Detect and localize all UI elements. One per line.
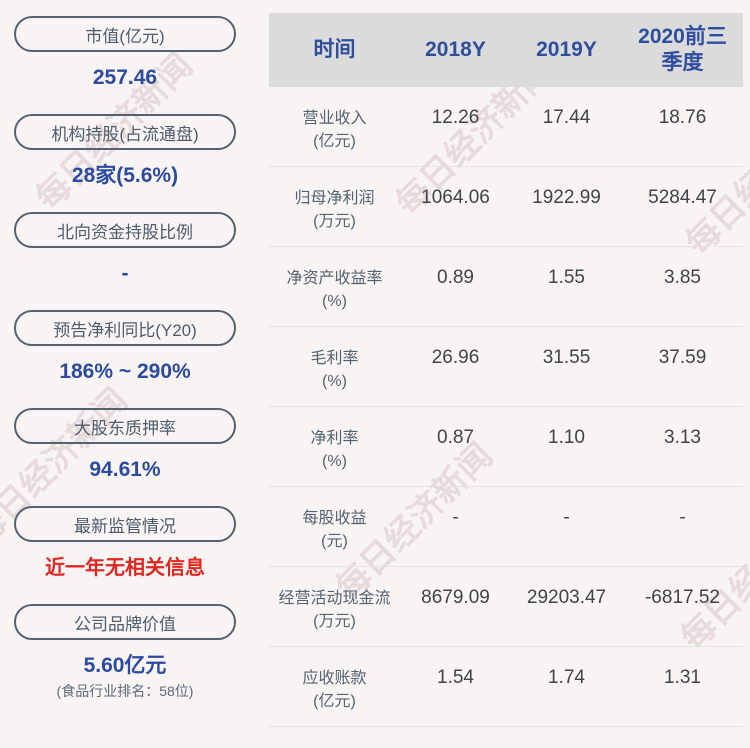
cell-value: 8679.09	[421, 587, 490, 608]
table-row: 营业收入 (亿元) 12.26 17.44 18.76	[269, 87, 743, 167]
table-row: 毛利率 (%) 26.96 31.55 37.59	[269, 327, 743, 407]
cell-value: -	[563, 507, 570, 528]
cell-value: 1.55	[548, 267, 585, 288]
stat-pill: 机构持股(占流通盘)	[14, 114, 236, 150]
stat-pill: 北向资金持股比例	[14, 212, 236, 248]
row-label: 营业收入 (亿元)	[269, 87, 400, 166]
table-row: 净资产收益率 (%) 0.89 1.55 3.85	[269, 247, 743, 327]
stat-subtitle: (食品行业排名：58位)	[56, 683, 194, 699]
cell-value: 29203.47	[526, 587, 607, 608]
row-label: 毛利率 (%)	[269, 327, 400, 406]
cell-value: 1.10	[548, 427, 585, 448]
table-row: 每股收益 (元) - - -	[269, 487, 743, 567]
row-label: 应收账款 (亿元)	[269, 647, 400, 726]
cell-value: 3.85	[664, 267, 701, 288]
stat-latest-regulation: 最新监管情况 近一年无相关信息	[14, 506, 236, 580]
row-metric-name: 每股收益	[302, 510, 367, 527]
cell-value: -	[452, 507, 459, 528]
stat-value: 257.46	[92, 66, 158, 89]
row-label: 每股收益 (元)	[269, 487, 400, 566]
stat-label: 机构持股(占流通盘)	[51, 124, 199, 144]
cell-value: 17.44	[542, 107, 591, 128]
cell-value: 1064.06	[421, 187, 490, 208]
stat-shareholder-pledge-ratio: 大股东质押率 94.61%	[14, 408, 236, 482]
table-header: 时间 2018Y 2019Y 2020前三季度	[269, 13, 743, 87]
stat-pill: 大股东质押率	[14, 408, 236, 444]
cell-value: 1.31	[664, 667, 701, 688]
cell-value: 0.89	[437, 267, 474, 288]
header-cell-time: 时间	[313, 38, 356, 61]
stat-label: 市值(亿元)	[85, 26, 165, 46]
stat-label: 大股东质押率	[74, 418, 176, 438]
cell-value: 26.96	[431, 347, 480, 368]
row-metric-unit: (%)	[322, 293, 347, 310]
cell-value: 0.87	[437, 427, 474, 448]
cell-value: 31.55	[542, 347, 591, 368]
cell-value: 1.74	[548, 667, 585, 688]
row-metric-name: 应收账款	[302, 670, 367, 687]
row-metric-name: 经营活动现金流	[278, 590, 391, 607]
stat-label: 最新监管情况	[74, 516, 176, 536]
stat-value: 186% ~ 290%	[59, 360, 191, 383]
row-label: 净资产收益率 (%)	[269, 247, 400, 326]
cell-value: 3.13	[664, 427, 701, 448]
row-metric-unit: (元)	[321, 533, 348, 550]
row-label: 经营活动现金流 (万元)	[269, 567, 400, 646]
table-row: 应收账款 (亿元) 1.54 1.74 1.31	[269, 647, 743, 727]
stat-value-alert: 近一年无相关信息	[45, 557, 205, 579]
stat-market-cap: 市值(亿元) 257.46	[14, 16, 236, 90]
row-metric-name: 净资产收益率	[286, 270, 383, 287]
table-row: 净利率 (%) 0.87 1.10 3.13	[269, 407, 743, 487]
cell-value: -6817.52	[644, 587, 720, 608]
row-label: 净利率 (%)	[269, 407, 400, 486]
header-cell-2020q3: 2020前三季度	[638, 25, 727, 74]
stat-pill: 预告净利同比(Y20)	[14, 310, 236, 346]
stat-pill: 公司品牌价值	[14, 604, 236, 640]
cell-value: 12.26	[431, 107, 480, 128]
cell-value: 5284.47	[648, 187, 717, 208]
stat-label: 公司品牌价值	[74, 614, 176, 634]
financial-table: 时间 2018Y 2019Y 2020前三季度 营业收入 (亿元) 12.26 …	[269, 13, 743, 727]
stat-pill: 市值(亿元)	[14, 16, 236, 52]
stat-label: 北向资金持股比例	[57, 222, 193, 242]
table-row: 归母净利润 (万元) 1064.06 1922.99 5284.47	[269, 167, 743, 247]
stat-value: 28家(5.6%)	[71, 164, 179, 187]
cell-value: -	[679, 507, 686, 528]
stat-forecast-profit-yoy: 预告净利同比(Y20) 186% ~ 290%	[14, 310, 236, 384]
table-row: 经营活动现金流 (万元) 8679.09 29203.47 -6817.52	[269, 567, 743, 647]
stat-brand-value: 公司品牌价值 5.60亿元 (食品行业排名：58位)	[14, 604, 236, 701]
row-metric-unit: (万元)	[313, 613, 356, 630]
row-metric-name: 营业收入	[302, 110, 367, 127]
row-label: 归母净利润 (万元)	[269, 167, 400, 246]
row-metric-unit: (亿元)	[313, 693, 356, 710]
row-metric-unit: (%)	[322, 453, 347, 470]
row-metric-unit: (%)	[322, 373, 347, 390]
stat-label: 预告净利同比(Y20)	[53, 320, 197, 340]
cell-value: 37.59	[658, 347, 707, 368]
cell-value: 18.76	[658, 107, 707, 128]
header-cell-2019: 2019Y	[536, 38, 597, 61]
row-metric-name: 净利率	[310, 430, 359, 447]
stat-value: -	[121, 262, 129, 285]
stat-pill: 最新监管情况	[14, 506, 236, 542]
cell-value: 1922.99	[532, 187, 601, 208]
stat-northbound-holding-ratio: 北向资金持股比例 -	[14, 212, 236, 286]
stat-institutional-holdings: 机构持股(占流通盘) 28家(5.6%)	[14, 114, 236, 188]
row-metric-unit: (万元)	[313, 213, 356, 230]
row-metric-name: 归母净利润	[294, 190, 375, 207]
row-metric-unit: (亿元)	[313, 133, 356, 150]
header-cell-2018: 2018Y	[425, 38, 486, 61]
stat-value: 94.61%	[89, 458, 161, 481]
row-metric-name: 毛利率	[310, 350, 359, 367]
stat-value: 5.60亿元	[83, 654, 167, 677]
cell-value: 1.54	[437, 667, 474, 688]
